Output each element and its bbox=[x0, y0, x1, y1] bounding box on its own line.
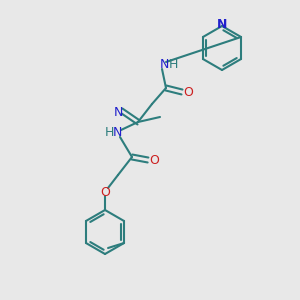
Text: O: O bbox=[183, 85, 193, 98]
Text: O: O bbox=[149, 154, 159, 166]
Text: N: N bbox=[113, 106, 123, 119]
Text: N: N bbox=[159, 58, 169, 71]
Text: N: N bbox=[217, 19, 227, 32]
Text: N: N bbox=[112, 127, 122, 140]
Text: H: H bbox=[104, 127, 114, 140]
Text: O: O bbox=[100, 185, 110, 199]
Text: H: H bbox=[168, 58, 178, 71]
